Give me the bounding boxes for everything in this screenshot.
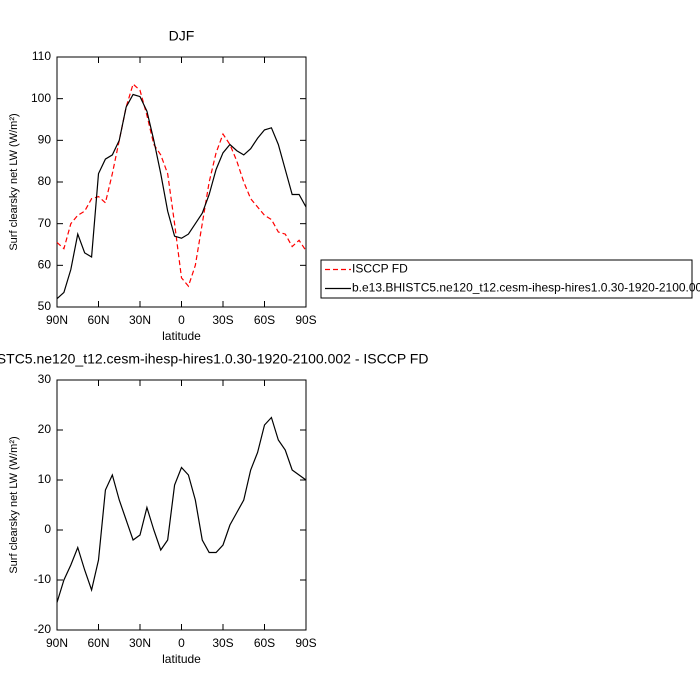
- x-tick-label: 30S: [212, 636, 233, 650]
- y-tick-label: 80: [38, 174, 52, 188]
- x-tick-label: 60N: [87, 313, 109, 327]
- x-tick-label: 60N: [87, 636, 109, 650]
- y-tick-label: 30: [38, 372, 52, 386]
- x-tick-label: 0: [178, 636, 185, 650]
- plot-frame: [56, 56, 307, 308]
- x-tick-label: 60S: [254, 313, 275, 327]
- y-tick-label: 90: [38, 133, 52, 147]
- y-axis-label: Surf clearsky net LW (W/m²): [8, 436, 20, 573]
- y-tick-label: -10: [34, 572, 52, 586]
- legend-label: b.e13.BHISTC5.ne120_t12.cesm-ihesp-hires…: [352, 281, 700, 295]
- y-tick-label: 60: [38, 258, 52, 272]
- x-tick-label: 30N: [129, 313, 151, 327]
- data-line: [56, 416, 307, 603]
- x-tick-label: 30N: [129, 636, 151, 650]
- y-axis-label: Surf clearsky net LW (W/m²): [8, 113, 20, 250]
- y-tick-label: 70: [38, 216, 52, 230]
- x-tick-label: 90N: [46, 313, 68, 327]
- chart-title: b.e13.BHISTC5.ne120_t12.cesm-ihesp-hires…: [0, 351, 428, 367]
- legend-box: [320, 259, 693, 299]
- x-tick-label: 30S: [212, 313, 233, 327]
- x-tick-label: 90N: [46, 636, 68, 650]
- y-tick-label: 50: [38, 299, 52, 313]
- legend-label: ISCCP FD: [352, 262, 408, 276]
- y-tick-label: 10: [38, 472, 52, 486]
- y-tick-label: 110: [32, 49, 51, 63]
- y-tick-label: 0: [44, 522, 51, 536]
- y-tick-label: 20: [38, 422, 52, 436]
- y-tick-label: 100: [31, 91, 51, 105]
- x-tick-label: 0: [178, 313, 185, 327]
- x-tick-label: 90S: [295, 313, 316, 327]
- data-line: [56, 93, 307, 300]
- x-tick-label: 90S: [295, 636, 316, 650]
- data-line: [56, 82, 307, 288]
- y-tick-label: -20: [34, 622, 52, 636]
- x-axis-label: latitude: [162, 329, 201, 343]
- plot-frame: [56, 379, 307, 631]
- x-axis-label: latitude: [162, 652, 201, 666]
- chart-title: DJF: [169, 28, 195, 44]
- x-tick-label: 60S: [254, 636, 275, 650]
